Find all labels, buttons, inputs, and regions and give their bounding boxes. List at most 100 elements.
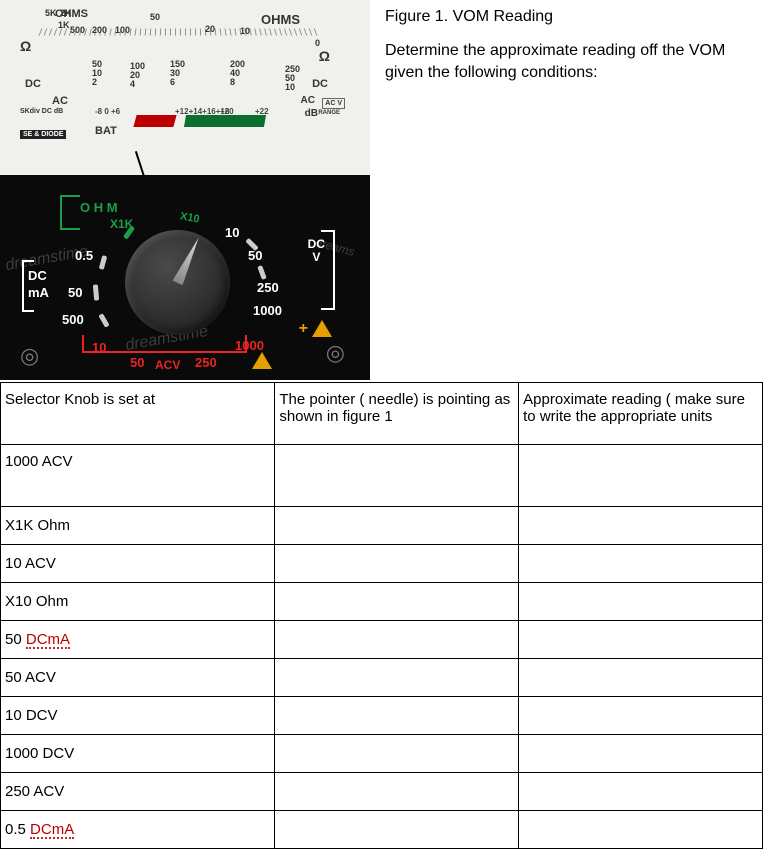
cell-reading xyxy=(519,659,763,697)
cell-reading xyxy=(519,697,763,735)
cell-selector: 250 ACV xyxy=(1,773,275,811)
dial-acv-label: ACV xyxy=(155,358,180,372)
ac-label-r: AC xyxy=(301,95,315,106)
omega-right: Ω xyxy=(319,48,330,64)
cell-pointer xyxy=(275,811,519,849)
dial-1000: 1000 xyxy=(253,303,282,318)
cell-reading xyxy=(519,583,763,621)
mid-c: 150 30 6 xyxy=(170,60,185,87)
dial-ma: mA xyxy=(28,285,49,300)
cell-selector: 50 ACV xyxy=(1,659,275,697)
cell-selector: X10 Ohm xyxy=(1,583,275,621)
table-header-row: Selector Knob is set at The pointer ( ne… xyxy=(1,383,763,445)
readings-table: Selector Knob is set at The pointer ( ne… xyxy=(0,382,763,849)
cell-pointer xyxy=(275,445,519,507)
header-pointer: The pointer ( needle) is pointing as sho… xyxy=(275,383,519,445)
dial-10-acv: 10 xyxy=(92,340,106,355)
mid-a: 50 10 2 xyxy=(92,60,102,87)
table-row: 50 ACV xyxy=(1,659,763,697)
dial-10: 10 xyxy=(225,225,239,240)
table-row: 1000 ACV xyxy=(1,445,763,507)
omega-left: Ω xyxy=(20,38,31,54)
cell-pointer xyxy=(275,697,519,735)
dial-05: 0.5 xyxy=(75,248,93,263)
bracket-acv xyxy=(82,335,247,353)
figure-text: Figure 1. VOM Reading Determine the appr… xyxy=(370,0,763,380)
cell-reading xyxy=(519,445,763,507)
cell-selector: 10 DCV xyxy=(1,697,275,735)
cell-reading xyxy=(519,507,763,545)
table-row: 10 DCV xyxy=(1,697,763,735)
bat-green-arc xyxy=(184,115,266,127)
table-row: 250 ACV xyxy=(1,773,763,811)
spellcheck-squiggle: DCmA xyxy=(30,822,74,839)
scale-0: 0 xyxy=(315,38,320,48)
table-row: 0.5 DCmA xyxy=(1,811,763,849)
figure-description: Determine the approximate reading off th… xyxy=(385,40,753,83)
scale-1k: 1K xyxy=(58,20,70,30)
dbm-a: -8 0 +6 xyxy=(95,107,120,116)
selector-knob xyxy=(125,230,230,335)
cell-selector: 0.5 DCmA xyxy=(1,811,275,849)
cell-selector: 1000 ACV xyxy=(1,445,275,507)
dial-ohm: O H M xyxy=(80,200,118,215)
cell-reading xyxy=(519,545,763,583)
scale-500: 500 xyxy=(70,25,85,35)
cell-pointer xyxy=(275,773,519,811)
dial-500: 500 xyxy=(62,312,84,327)
cell-selector: 1000 DCV xyxy=(1,735,275,773)
plus-label: + xyxy=(299,320,308,338)
ohms-label-right: OHMS xyxy=(261,12,300,27)
cell-selector: X1K Ohm xyxy=(1,507,275,545)
gauge-face: 5K 2K OHMS 1K 500 200 100 50 OHMS 20 10 … xyxy=(0,0,370,190)
table-row: 10 ACV xyxy=(1,545,763,583)
sk-text: SKdiv DC dB xyxy=(20,108,63,115)
diode-box: SE & DIODE xyxy=(20,130,66,139)
dial-dcv-label: DC V xyxy=(308,238,325,264)
spellcheck-squiggle: DCmA xyxy=(26,632,70,649)
cell-pointer xyxy=(275,735,519,773)
dc-label-r: DC xyxy=(312,78,328,90)
bat-label: BAT xyxy=(95,125,117,137)
header-reading: Approximate reading ( make sure to write… xyxy=(519,383,763,445)
db-label: dB xyxy=(305,108,318,119)
spiral-icon-left: ◎ xyxy=(20,343,39,369)
range-box: RANGE xyxy=(318,110,340,116)
cell-pointer xyxy=(275,659,519,697)
cell-pointer xyxy=(275,583,519,621)
warning-triangle-2 xyxy=(252,352,272,369)
mid-b: 100 20 4 xyxy=(130,62,145,89)
acv-box: AC V xyxy=(322,98,345,109)
dial-250: 250 xyxy=(257,280,279,295)
dial-dc: DC xyxy=(28,268,47,283)
dial-1000-acv: 1000 xyxy=(235,338,264,353)
ohms-label-left: OHMS xyxy=(55,8,88,20)
table-row: 50 DCmA xyxy=(1,621,763,659)
dc-label-l: DC xyxy=(25,78,41,90)
scale-50: 50 xyxy=(150,12,160,22)
scale-200: 200 xyxy=(92,25,107,35)
cell-selector: 50 DCmA xyxy=(1,621,275,659)
bat-red-arc xyxy=(133,115,176,127)
header-selector: Selector Knob is set at xyxy=(1,383,275,445)
scale-20: 20 xyxy=(205,24,215,34)
table-row: X1K Ohm xyxy=(1,507,763,545)
vom-meter-illustration: 5K 2K OHMS 1K 500 200 100 50 OHMS 20 10 … xyxy=(0,0,370,380)
ac-label-l: AC xyxy=(52,95,68,107)
mid-d: 200 40 8 xyxy=(230,60,245,87)
table-row: X10 Ohm xyxy=(1,583,763,621)
figure-title: Figure 1. VOM Reading xyxy=(385,8,753,26)
knob-pointer xyxy=(173,235,204,285)
cell-reading xyxy=(519,811,763,849)
dial-50b: 50 xyxy=(68,285,82,300)
table-row: 1000 DCV xyxy=(1,735,763,773)
spiral-icon-right: ◎ xyxy=(326,340,345,366)
cell-selector: 10 ACV xyxy=(1,545,275,583)
scale-10: 10 xyxy=(240,26,250,36)
mid-e: 250 50 10 xyxy=(285,65,300,92)
cell-reading xyxy=(519,621,763,659)
cell-pointer xyxy=(275,507,519,545)
cell-pointer xyxy=(275,545,519,583)
cell-reading xyxy=(519,735,763,773)
cell-reading xyxy=(519,773,763,811)
